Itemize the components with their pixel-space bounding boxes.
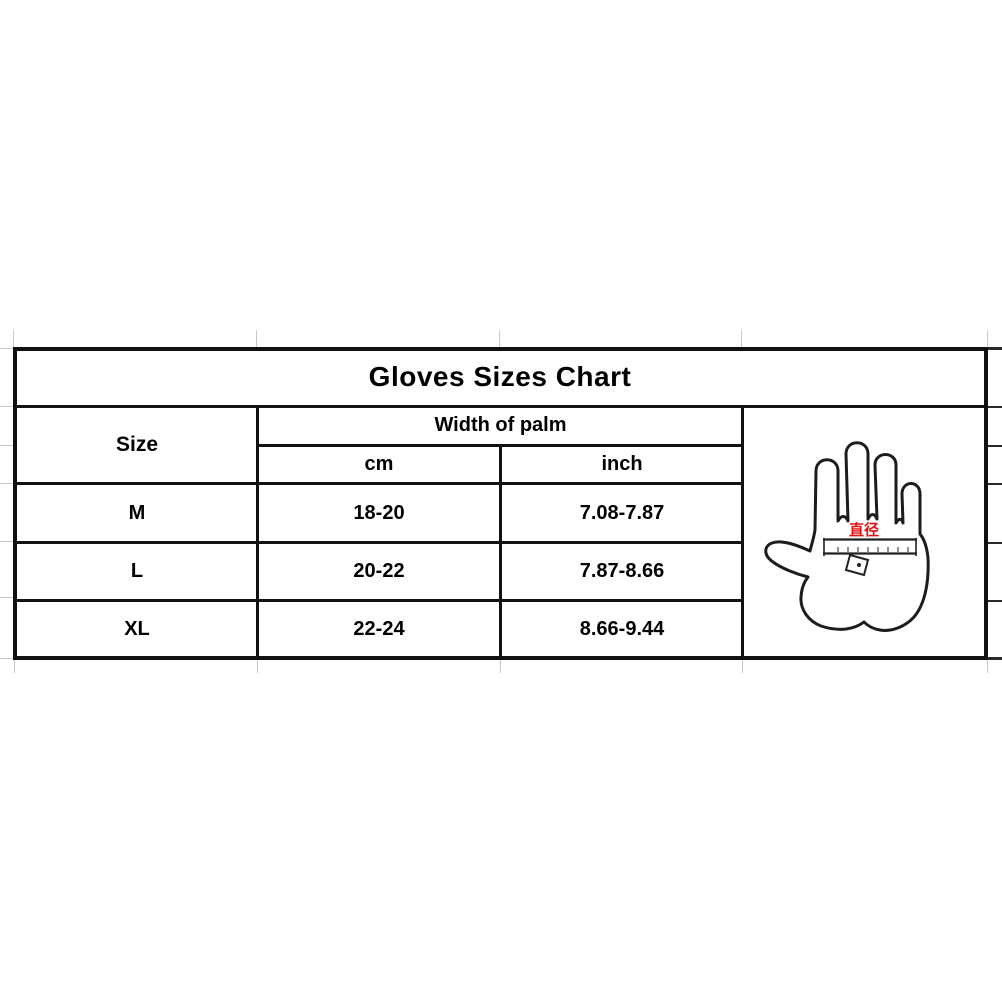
gridline-stub: [499, 330, 500, 348]
header-inch: inch: [601, 452, 643, 475]
gridline-stub: [742, 660, 743, 673]
gridline-extension: [986, 542, 1002, 544]
gridline-stub: [987, 330, 988, 348]
row-l-inch: 7.87-8.66: [579, 560, 665, 582]
row-m-inch: 7.08-7.87: [579, 501, 665, 524]
header-width-of-palm: Width of palm: [434, 414, 567, 436]
gridline-extension: [986, 347, 1002, 350]
table-row-line: [14, 405, 986, 408]
header-cm: cm: [364, 452, 394, 475]
band-tick-marks: [837, 547, 909, 552]
gridline-extension: [986, 600, 1002, 602]
table-border-right: [984, 347, 988, 660]
chart-title: Gloves Sizes Chart: [368, 361, 632, 392]
hand-illustration-cell: 直径: [742, 407, 986, 659]
header-size: Size: [115, 433, 159, 456]
table-border-top: [14, 347, 986, 351]
row-xl-inch: 8.66-9.44: [579, 617, 665, 640]
row-l-cm: 20-22: [353, 560, 405, 582]
gridline-extension: [986, 406, 1002, 408]
table-column-line: [499, 444, 502, 660]
gridline-stub: [14, 660, 15, 673]
gridline-extension: [986, 657, 1002, 660]
gridline-stub: [500, 660, 501, 673]
table-row-line: [14, 599, 742, 602]
gridline-stub: [0, 597, 14, 598]
hand-outline: [764, 441, 930, 632]
table-border-left: [13, 347, 17, 660]
gridline-stub: [0, 483, 14, 484]
gridline-stub: [741, 330, 742, 348]
band-buckle: [844, 553, 870, 577]
measuring-band: [823, 538, 917, 556]
gridline-stub: [13, 330, 14, 348]
gridline-extension: [986, 483, 1002, 485]
palm-measure-hand-illustration: 直径: [764, 441, 930, 632]
gridline-stub: [0, 348, 14, 349]
table-column-line: [256, 405, 259, 660]
gridline-extension: [986, 445, 1002, 447]
gridline-stub: [257, 660, 258, 673]
row-m-cm: 18-20: [353, 501, 405, 524]
row-m-size: M: [128, 501, 146, 524]
gridline-stub: [256, 330, 257, 348]
gridline-stub: [0, 541, 14, 542]
diameter-annotation-label: 直径: [849, 521, 879, 539]
table-row-line: [14, 541, 742, 544]
gridline-stub: [987, 660, 988, 673]
table-row-line: [14, 482, 742, 485]
row-xl-size: XL: [124, 617, 150, 640]
row-l-size: L: [130, 560, 144, 582]
row-xl-cm: 22-24: [353, 617, 405, 640]
gridline-stub: [0, 406, 14, 407]
gridline-stub: [0, 445, 14, 446]
gridline-stub: [0, 658, 14, 659]
table-column-line: [741, 405, 744, 660]
